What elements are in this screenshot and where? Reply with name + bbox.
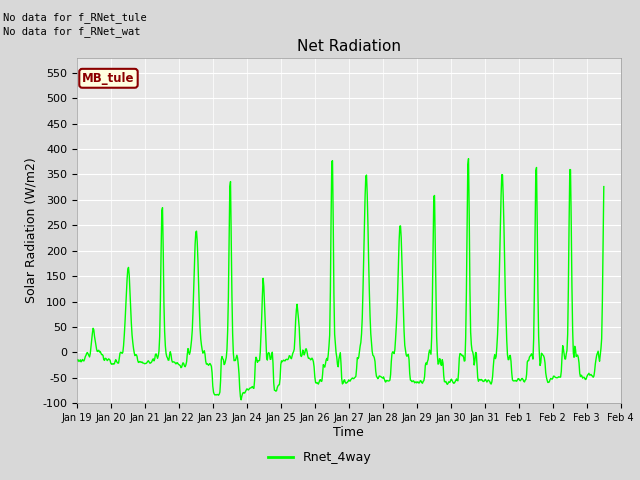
Text: No data for f_RNet_wat: No data for f_RNet_wat	[3, 26, 141, 37]
Y-axis label: Solar Radiation (W/m2): Solar Radiation (W/m2)	[25, 157, 38, 303]
X-axis label: Time: Time	[333, 426, 364, 439]
Text: No data for f_RNet_tule: No data for f_RNet_tule	[3, 12, 147, 23]
Title: Net Radiation: Net Radiation	[297, 39, 401, 54]
Text: MB_tule: MB_tule	[82, 72, 135, 85]
Legend: Rnet_4way: Rnet_4way	[263, 446, 377, 469]
